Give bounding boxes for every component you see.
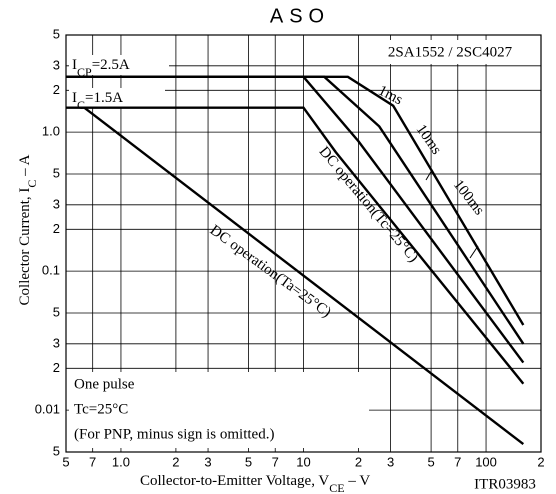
x-axis-label: Collector-to-Emitter Voltage, VCE – V	[140, 473, 370, 494]
y-tick-label: 2	[53, 360, 60, 375]
pointer	[425, 169, 433, 181]
y-tick-label: 2	[53, 221, 60, 236]
y-axis-label-part: C	[25, 180, 39, 188]
y-tick-label: 3	[53, 196, 60, 211]
x-tick-label: 5	[245, 454, 252, 469]
icp-label-part: I	[72, 57, 77, 73]
x-tick-label: 3	[204, 454, 211, 469]
note: (For PNP, minus sign is omitted.)	[74, 426, 274, 442]
data-line	[66, 106, 525, 385]
y-tick-label: 0.01	[35, 402, 60, 417]
y-axis-label: Collector Current, IC – A	[17, 154, 38, 305]
x-axis-label-part: – V	[345, 473, 371, 489]
x-tick-label: 5	[62, 454, 69, 469]
y-tick-label: 3	[53, 335, 60, 350]
x-tick-label: 5	[427, 454, 434, 469]
x-tick-label: 7	[454, 454, 461, 469]
y-tick-label: 5	[53, 443, 60, 458]
y-tick-label: 0.1	[42, 263, 60, 278]
part-number: 2SA1552 / 2SC4027	[388, 44, 513, 60]
note: Tc=25°C	[74, 401, 128, 417]
x-tick-label: 10	[296, 454, 310, 469]
label-bg	[362, 40, 538, 64]
y-tick-label: 5	[53, 26, 60, 41]
ic-label-part: =1.5A	[85, 90, 123, 106]
x-axis-label-part: Collector-to-Emitter Voltage, V	[140, 473, 329, 489]
icp-label: ICP=2.5A	[72, 57, 130, 78]
y-tick-label: 2	[53, 82, 60, 97]
x-tick-label: 2	[537, 454, 544, 469]
icp-label-part: =2.5A	[92, 57, 130, 73]
y-tick-label: 5	[53, 304, 60, 319]
chart-title: ASO	[270, 5, 330, 27]
x-tick-label: 7	[89, 454, 96, 469]
x-axis-label-part: CE	[329, 481, 344, 494]
pointer	[469, 245, 479, 259]
y-tick-label: 1.0	[42, 124, 60, 139]
code: ITR03983	[474, 476, 536, 492]
note-bg	[69, 372, 369, 448]
x-tick-label: 1.0	[112, 454, 130, 469]
label-bg	[69, 55, 169, 75]
y-axis-label-part: – A	[17, 154, 33, 179]
x-tick-label: 7	[272, 454, 279, 469]
y-axis-label-part: Collector Current, I	[17, 188, 33, 306]
x-tick-label: 2	[355, 454, 362, 469]
note: One pulse	[74, 376, 135, 392]
label-bg	[69, 88, 165, 108]
data-line	[66, 75, 525, 364]
ic-label: IC=1.5A	[72, 90, 123, 111]
icp-label-part: CP	[77, 65, 92, 79]
x-tick-label: 3	[387, 454, 394, 469]
x-tick-label: 100	[475, 454, 497, 469]
y-tick-label: 3	[53, 57, 60, 72]
data-line	[83, 106, 525, 446]
ic-label-part: I	[72, 90, 77, 106]
x-tick-label: 2	[172, 454, 179, 469]
y-tick-label: 5	[53, 165, 60, 180]
ic-label-part: C	[77, 98, 85, 112]
